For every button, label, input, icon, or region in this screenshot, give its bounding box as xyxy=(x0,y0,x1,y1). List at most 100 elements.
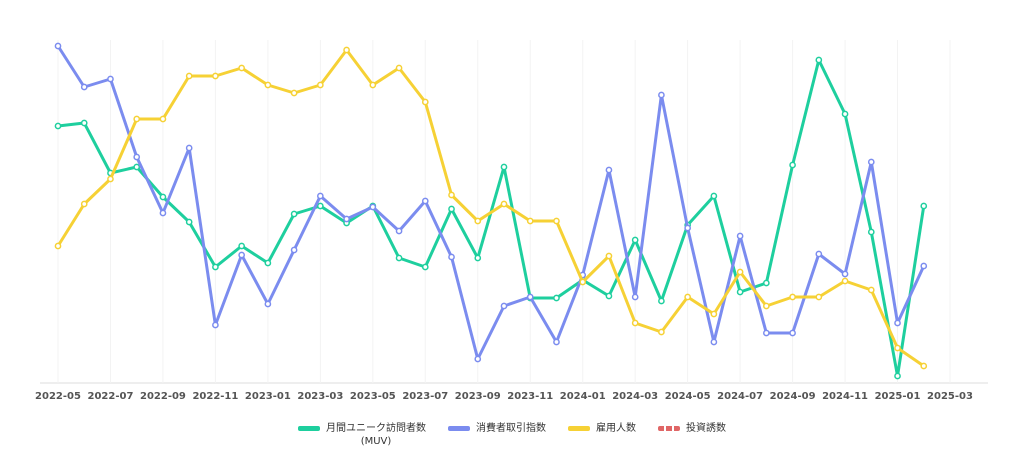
data-point xyxy=(133,163,141,171)
x-tick-label: 2024-03 xyxy=(612,391,658,402)
data-point xyxy=(159,209,167,217)
data-point xyxy=(395,227,403,235)
data-point xyxy=(264,259,272,267)
data-point xyxy=(54,242,62,250)
data-point xyxy=(763,329,770,337)
data-point xyxy=(631,293,639,301)
data-point xyxy=(395,254,403,262)
data-point xyxy=(421,263,429,271)
data-point xyxy=(815,293,823,301)
legend-swatch xyxy=(448,426,470,431)
data-point xyxy=(789,161,796,169)
data-point xyxy=(107,175,114,183)
legend-label: 消費者取引指数 xyxy=(476,423,546,434)
x-tick-label: 2024-05 xyxy=(665,391,711,402)
data-point xyxy=(133,115,141,123)
data-point xyxy=(736,288,744,296)
data-point xyxy=(605,252,613,260)
data-point xyxy=(605,166,613,174)
legend-label: 月間ユニーク訪問者数 (MUV) xyxy=(326,423,426,447)
series-line xyxy=(56,45,926,361)
x-tick-label: 2023-05 xyxy=(350,391,396,402)
data-point xyxy=(185,72,193,80)
data-point xyxy=(736,232,744,240)
data-point xyxy=(159,193,167,201)
data-point xyxy=(894,344,901,352)
data-point xyxy=(395,64,403,72)
data-point xyxy=(920,202,928,210)
x-tick-label: 2023-01 xyxy=(245,391,291,402)
data-point xyxy=(553,338,560,346)
data-point xyxy=(710,310,718,318)
data-point xyxy=(238,242,245,250)
data-point xyxy=(867,286,875,294)
legend-item[interactable]: 投資誘数 xyxy=(658,422,726,448)
data-point xyxy=(343,215,350,223)
data-point xyxy=(448,253,455,261)
x-tick-label: 2025-01 xyxy=(875,391,921,402)
series-line xyxy=(56,48,925,368)
data-point xyxy=(290,246,298,254)
data-point xyxy=(553,217,560,225)
legend-swatch xyxy=(658,426,680,431)
data-point xyxy=(54,42,62,50)
chart: 2022-05 2022-07 2022-09 2022-11 2023-01 2023-… xyxy=(35,40,988,402)
data-point xyxy=(605,292,613,300)
x-tick-label: 2024-01 xyxy=(560,391,606,402)
data-point xyxy=(212,263,219,271)
data-point xyxy=(185,144,193,152)
data-point xyxy=(317,192,324,200)
data-point xyxy=(421,98,429,106)
data-point xyxy=(500,302,508,310)
data-point xyxy=(343,46,350,54)
x-tick-label: 2022-11 xyxy=(192,391,238,402)
data-point xyxy=(500,200,508,208)
legend-label: 雇用人数 xyxy=(596,423,636,434)
x-tick-label: 2023-03 xyxy=(297,391,343,402)
data-point xyxy=(684,224,691,232)
data-point xyxy=(867,228,875,236)
x-tick-label: 2025-03 xyxy=(927,391,973,402)
data-point xyxy=(894,372,901,380)
legend-item[interactable]: 月間ユニーク訪問者数 (MUV) xyxy=(298,422,426,448)
data-point xyxy=(264,300,272,308)
legend: 月間ユニーク訪問者数 (MUV) 消費者取引指数 雇用人数 投資誘数 xyxy=(0,422,1024,448)
data-point xyxy=(290,210,298,218)
data-point xyxy=(789,329,796,337)
data-point xyxy=(789,293,796,301)
data-point xyxy=(133,153,141,161)
data-point xyxy=(80,119,88,127)
data-point xyxy=(526,217,534,225)
data-point xyxy=(290,89,298,97)
data-point xyxy=(107,75,114,83)
x-tick-label: 2023-07 xyxy=(402,391,448,402)
data-point xyxy=(579,278,587,286)
data-point xyxy=(80,83,88,91)
data-point xyxy=(238,251,245,259)
data-point xyxy=(369,203,377,211)
data-point xyxy=(867,158,875,166)
data-point xyxy=(763,279,770,287)
data-point xyxy=(448,191,455,199)
data-point xyxy=(212,72,219,80)
data-point xyxy=(553,294,560,302)
data-point xyxy=(474,355,482,363)
data-point xyxy=(684,293,691,301)
data-point xyxy=(264,81,272,89)
data-point xyxy=(421,197,429,205)
legend-item[interactable]: 雇用人数 xyxy=(568,422,636,448)
data-point xyxy=(317,202,324,210)
x-tick-label: 2024-09 xyxy=(770,391,816,402)
data-point xyxy=(526,293,534,301)
legend-item[interactable]: 消費者取引指数 xyxy=(448,422,546,448)
x-tick-label: 2024-11 xyxy=(822,391,868,402)
data-point xyxy=(710,338,718,346)
data-point xyxy=(894,319,901,327)
data-point xyxy=(658,328,665,336)
data-point xyxy=(54,122,62,130)
data-point xyxy=(80,200,88,208)
data-point xyxy=(841,270,849,278)
data-point xyxy=(212,321,219,329)
data-point xyxy=(159,115,167,123)
